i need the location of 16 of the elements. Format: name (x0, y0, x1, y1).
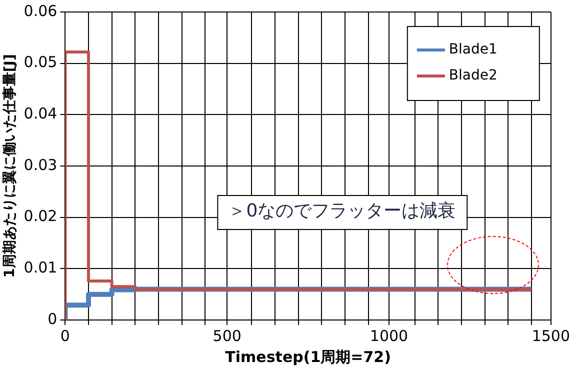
y-tick-label: 0.04 (24, 104, 58, 123)
x-tick-label: 500 (212, 326, 242, 345)
y-tick-label: 0.05 (24, 53, 58, 72)
y-axis-title: 1周期あたりに翼に働いた仕事量[J] (2, 54, 18, 278)
annotation: ＞0なのでフラッターは減衰 (228, 200, 456, 222)
x-tick-label: 1000 (370, 326, 408, 345)
y-tick-label: 0.02 (24, 207, 58, 226)
y-tick-label: 0.03 (24, 156, 58, 174)
x-axis-title: Timestep(1周期=72) (225, 348, 391, 366)
y-tick-label: 0 (48, 310, 58, 328)
x-tick-label: 0 (60, 326, 70, 345)
x-tick-label: 1500 (532, 326, 570, 345)
y-tick-label: 0.06 (24, 2, 58, 20)
legend-label: Blade1 (448, 42, 498, 58)
legend-label: Blade2 (448, 68, 498, 84)
y-tick-label: 0.01 (24, 258, 58, 277)
